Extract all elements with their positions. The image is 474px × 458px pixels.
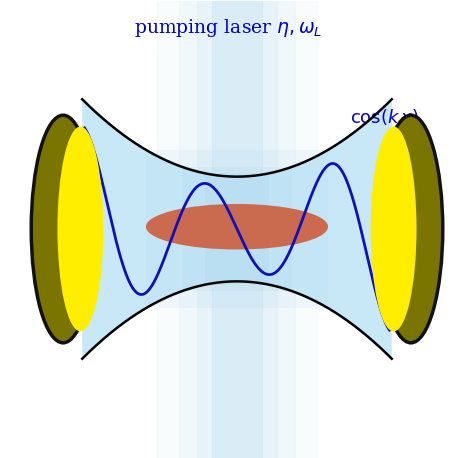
- Ellipse shape: [371, 126, 417, 332]
- Ellipse shape: [31, 115, 95, 343]
- Text: pumping laser $\eta,\omega_L$: pumping laser $\eta,\omega_L$: [134, 17, 322, 39]
- Bar: [205, 174, 269, 284]
- Ellipse shape: [379, 115, 443, 343]
- Ellipse shape: [57, 126, 103, 332]
- Polygon shape: [82, 99, 392, 359]
- Text: $\cos(k\,x)$: $\cos(k\,x)$: [350, 108, 419, 127]
- Bar: [182, 167, 292, 291]
- Ellipse shape: [146, 204, 328, 250]
- Bar: [146, 150, 328, 308]
